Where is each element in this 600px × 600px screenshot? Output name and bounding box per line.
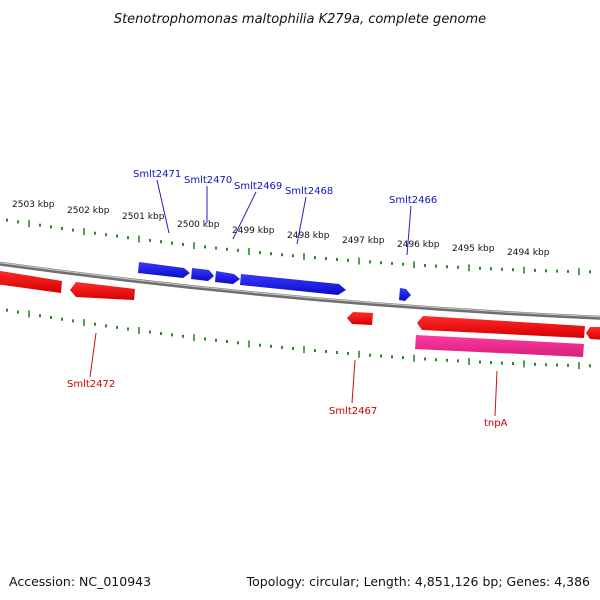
upper-scale-ticks bbox=[6, 218, 591, 276]
accession-text: Accession: NC_010943 bbox=[9, 574, 152, 589]
scale-label-2499: 2499 kbp bbox=[232, 226, 275, 236]
scale-label-2500: 2500 kbp bbox=[177, 220, 220, 230]
gene-tnpa-block[interactable] bbox=[415, 335, 584, 357]
gene-smlt2468-arrow[interactable] bbox=[240, 274, 346, 295]
gene-left-edge-arrow[interactable] bbox=[0, 270, 62, 293]
genome-backbone bbox=[0, 261, 600, 320]
gene-label-smlt2472[interactable]: Smlt2472 bbox=[67, 379, 115, 390]
scale-label-2501: 2501 kbp bbox=[122, 212, 165, 222]
reverse-genes bbox=[0, 270, 600, 340]
gene-label-tnpa[interactable]: tnpA bbox=[484, 418, 508, 429]
gene-label-smlt2466[interactable]: Smlt2466 bbox=[389, 195, 437, 206]
scale-label-2503: 2503 kbp bbox=[12, 200, 55, 210]
forward-genes bbox=[138, 262, 411, 301]
gene-smlt2471-arrow[interactable] bbox=[138, 262, 190, 278]
gene-label-smlt2470[interactable]: Smlt2470 bbox=[184, 175, 232, 186]
lower-scale-ticks bbox=[6, 308, 591, 370]
gene-label-smlt2471[interactable]: Smlt2471 bbox=[133, 169, 181, 180]
gene-smlt2472-arrow[interactable] bbox=[70, 282, 135, 300]
gene-smlt2470-arrow[interactable] bbox=[191, 268, 214, 281]
gene-label-smlt2469[interactable]: Smlt2469 bbox=[234, 181, 282, 192]
label-leader-lines bbox=[89, 179, 498, 417]
map-title: Stenotrophomonas maltophilia K279a, comp… bbox=[114, 12, 486, 27]
gene-label-smlt2467[interactable]: Smlt2467 bbox=[329, 406, 377, 417]
genome-summary-text: Topology: circular; Length: 4,851,126 bp… bbox=[246, 574, 590, 589]
scale-label-2495: 2495 kbp bbox=[452, 244, 495, 254]
scale-label-2498: 2498 kbp bbox=[287, 231, 330, 241]
scale-label-2497: 2497 kbp bbox=[342, 236, 385, 246]
gene-large-reverse-arrow[interactable] bbox=[417, 316, 585, 338]
scale-label-2496: 2496 kbp bbox=[397, 240, 440, 250]
scale-label-2494: 2494 kbp bbox=[507, 248, 550, 258]
scale-labels: 2503 kbp 2502 kbp 2501 kbp 2500 kbp 2499… bbox=[12, 200, 550, 258]
gene-smlt2469-arrow[interactable] bbox=[215, 271, 240, 284]
gene-labels: Smlt2471 Smlt2470 Smlt2469 Smlt2468 Smlt… bbox=[67, 169, 508, 429]
gene-label-smlt2468[interactable]: Smlt2468 bbox=[285, 186, 333, 197]
scale-label-2502: 2502 kbp bbox=[67, 206, 110, 216]
gene-smlt2467-arrow[interactable] bbox=[347, 312, 373, 325]
gene-right-edge-arrow[interactable] bbox=[586, 327, 600, 340]
gene-smlt2466-arrow[interactable] bbox=[399, 288, 411, 301]
